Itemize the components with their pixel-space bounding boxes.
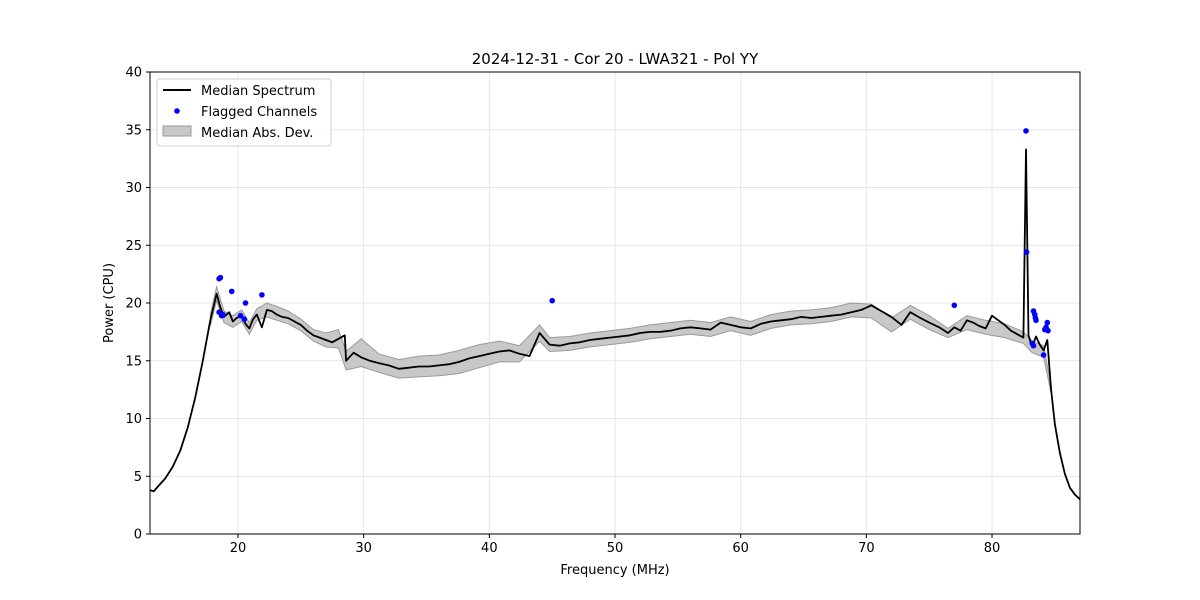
x-tick-label: 70: [858, 541, 875, 556]
legend: Median Spectrum Flagged Channels Median …: [156, 78, 332, 147]
flagged-channel-point: [1045, 327, 1051, 334]
x-tick-label: 40: [481, 541, 498, 556]
y-axis-label: Power (CPU): [102, 263, 117, 343]
flagged-channel-point: [1030, 342, 1037, 349]
flagged-channel-point: [241, 316, 248, 323]
legend-point-swatch: [174, 108, 180, 114]
y-axis: 0 5 10 15 20 25 30 35 40: [125, 66, 150, 543]
flagged-channel-point: [242, 300, 249, 306]
y-tick-label: 30: [125, 181, 142, 196]
flagged-channel-point: [1023, 249, 1030, 255]
x-tick-label: 30: [355, 541, 372, 556]
legend-entry-mad: Median Abs. Dev.: [201, 126, 313, 141]
y-tick-label: 10: [125, 412, 142, 427]
flagged-channel-point: [237, 312, 244, 319]
y-tick-label: 35: [125, 123, 142, 138]
median-spectrum-line: [149, 148, 1081, 501]
legend-band-swatch: [162, 125, 192, 137]
flagged-channel-point: [1044, 319, 1051, 326]
x-axis-label: Frequency (MHz): [560, 563, 669, 578]
flagged-channel-point: [1023, 128, 1029, 134]
y-tick-label: 5: [134, 470, 142, 485]
flagged-channel-point: [951, 302, 958, 309]
flagged-channel-point: [1040, 352, 1047, 358]
y-tick-label: 40: [125, 66, 142, 81]
median-line-layer: [149, 148, 1081, 501]
flagged-points-layer: [216, 128, 1051, 358]
y-tick-label: 25: [125, 239, 142, 254]
x-axis: 20 30 40 50 60 70 80: [230, 534, 1001, 556]
x-tick-label: 80: [984, 541, 1001, 556]
x-tick-label: 60: [732, 541, 749, 556]
y-tick-label: 15: [125, 354, 142, 369]
legend-box: [156, 78, 332, 147]
legend-entry-flagged: Flagged Channels: [201, 105, 317, 120]
y-tick-label: 0: [134, 528, 142, 543]
y-tick-label: 20: [125, 297, 142, 312]
flagged-channel-point: [1033, 317, 1039, 324]
flagged-channel-point: [228, 288, 235, 295]
flagged-channel-point: [217, 274, 224, 281]
legend-entry-median: Median Spectrum: [201, 84, 315, 99]
x-tick-label: 20: [230, 541, 247, 556]
chart-title: 2024-12-31 - Cor 20 - LWA321 - Pol YY: [472, 50, 759, 68]
x-tick-label: 50: [607, 541, 624, 556]
flagged-channel-point: [220, 311, 226, 318]
flagged-channel-point: [259, 292, 265, 298]
flagged-channel-point: [549, 297, 555, 304]
